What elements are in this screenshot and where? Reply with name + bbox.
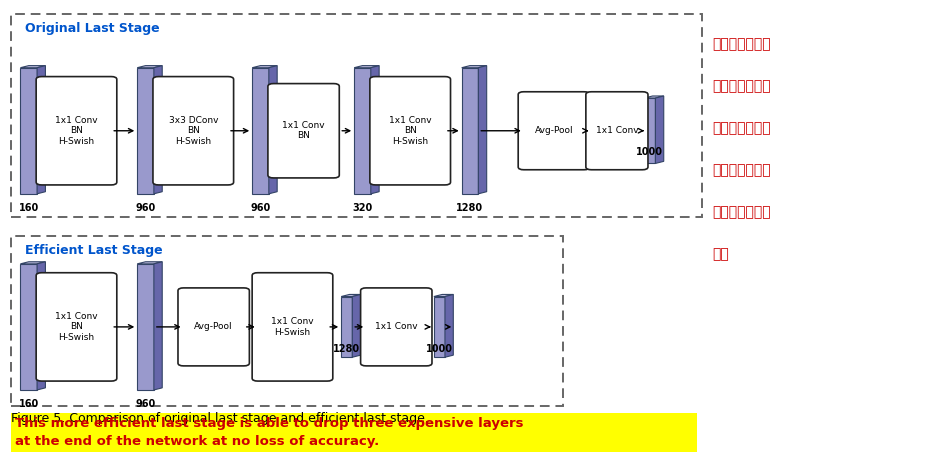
Text: 层。: 层。 [712,248,729,262]
Bar [11,14,702,217]
Polygon shape [20,264,37,390]
Polygon shape [371,66,379,194]
FancyBboxPatch shape [178,288,249,366]
Text: at the end of the network at no loss of accuracy.: at the end of the network at no loss of … [15,435,379,448]
Bar [11,236,563,406]
Text: 960: 960 [250,203,271,213]
Polygon shape [269,66,277,194]
FancyBboxPatch shape [36,273,117,381]
Polygon shape [655,96,664,163]
Polygon shape [137,264,154,390]
Polygon shape [20,66,45,68]
Text: 1x1 Conv: 1x1 Conv [375,322,417,332]
Polygon shape [445,295,453,357]
Text: 1x1 Conv: 1x1 Conv [596,126,638,135]
Text: Figure 5. Comparison of original last stage and efficient last stage.: Figure 5. Comparison of original last st… [11,412,429,425]
Text: 1x1 Conv
BN
H-Swish: 1x1 Conv BN H-Swish [56,312,97,342]
FancyBboxPatch shape [36,77,117,185]
FancyBboxPatch shape [518,92,590,170]
Polygon shape [434,297,445,357]
Polygon shape [352,295,361,357]
Polygon shape [644,96,664,98]
Text: 960: 960 [135,399,156,409]
Text: 去掉三个昂贵的: 去掉三个昂贵的 [712,205,770,219]
Polygon shape [137,68,154,194]
Text: Efficient Last Stage: Efficient Last Stage [25,244,162,257]
Text: 1000: 1000 [425,344,453,354]
Text: 1x1 Conv
BN
H-Swish: 1x1 Conv BN H-Swish [389,116,431,146]
Text: 这个更高效的最: 这个更高效的最 [712,37,770,51]
Polygon shape [137,66,162,68]
Text: Avg-Pool: Avg-Pool [535,126,573,135]
Polygon shape [478,66,487,194]
Text: 1000: 1000 [636,147,664,157]
Text: This more efficient last stage is able to drop three expensive layers: This more efficient last stage is able t… [15,417,524,430]
Polygon shape [154,262,162,390]
Polygon shape [462,66,487,68]
Text: 1x1 Conv
BN: 1x1 Conv BN [283,121,324,141]
Polygon shape [341,297,352,357]
Polygon shape [341,295,361,297]
Text: 160: 160 [19,399,39,409]
Polygon shape [252,68,269,194]
Polygon shape [354,68,371,194]
Text: 损失精度的情况: 损失精度的情况 [712,121,770,135]
Bar [11,432,697,452]
Text: 1x1 Conv
H-Swish: 1x1 Conv H-Swish [272,317,313,337]
Polygon shape [252,66,277,68]
FancyBboxPatch shape [370,77,451,185]
Text: 1x1 Conv
BN
H-Swish: 1x1 Conv BN H-Swish [56,116,97,146]
Polygon shape [462,68,478,194]
Text: 1280: 1280 [333,344,361,354]
Polygon shape [20,68,37,194]
Polygon shape [37,262,45,390]
Text: 960: 960 [135,203,156,213]
FancyBboxPatch shape [252,273,333,381]
Text: Original Last Stage: Original Last Stage [25,22,159,35]
Text: 1280: 1280 [456,203,484,213]
Polygon shape [20,262,45,264]
Polygon shape [154,66,162,194]
Text: 3x3 DConv
BN
H-Swish: 3x3 DConv BN H-Swish [169,116,218,146]
FancyBboxPatch shape [153,77,234,185]
FancyBboxPatch shape [586,92,648,170]
Polygon shape [137,262,162,264]
FancyBboxPatch shape [361,288,432,366]
Polygon shape [644,98,655,163]
FancyBboxPatch shape [268,84,339,178]
Text: 后阶段能够在不: 后阶段能够在不 [712,79,770,93]
Polygon shape [37,66,45,194]
Text: 160: 160 [19,203,39,213]
Bar [11,413,697,433]
Text: Avg-Pool: Avg-Pool [195,322,233,332]
Polygon shape [434,295,453,297]
Text: 下在网络的末端: 下在网络的末端 [712,163,770,177]
Polygon shape [354,66,379,68]
Text: 320: 320 [352,203,373,213]
